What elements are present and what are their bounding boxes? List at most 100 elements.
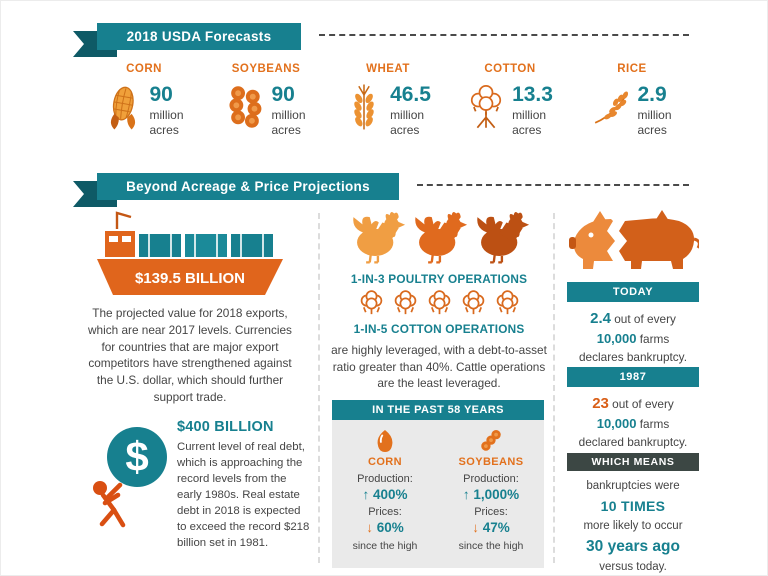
since-note: since the high xyxy=(458,540,524,552)
unit-million: million xyxy=(149,108,184,122)
column-divider xyxy=(318,213,320,563)
cargo-ship-icon: $139.5 BILLION xyxy=(97,211,283,295)
means-line3: versus today. xyxy=(599,561,667,574)
rice-icon xyxy=(592,82,630,132)
forecast-corn: CORN 90 million acres xyxy=(85,63,203,138)
dollar-sign: $ xyxy=(125,433,148,480)
leverage-description: are highly leveraged, with a debt-to-ass… xyxy=(331,343,547,391)
hen-icon xyxy=(472,209,530,265)
wheat-icon xyxy=(345,82,383,132)
today-rest1: out of every xyxy=(614,312,676,326)
means-highlight-30-years: 30 years ago xyxy=(586,538,680,556)
exports-amount: $139.5 BILLION xyxy=(135,270,245,287)
y1987-verb: declared bankruptcy. xyxy=(578,434,688,449)
which-means-stat: bankruptcies were 10 TIMES more likely t… xyxy=(557,478,709,575)
price-change: 47% xyxy=(482,520,510,535)
cotton-ratio-label: 1-IN-5 COTTON OPERATIONS xyxy=(353,322,525,336)
today-rest2: farms xyxy=(639,331,670,346)
cotton-icon xyxy=(467,82,505,132)
dashed-rule xyxy=(319,34,689,36)
unit-million: million xyxy=(390,108,425,122)
prices-label: Prices: xyxy=(368,506,402,518)
dashed-rule xyxy=(417,184,689,186)
soybeans-icon xyxy=(226,82,264,132)
broken-piggy-bank-icon xyxy=(569,210,699,269)
past58-header: IN THE PAST 58 YEARS xyxy=(332,400,544,420)
y1987-rest1: out of every xyxy=(612,397,674,411)
debt-description: Current level of real debt, which is app… xyxy=(177,441,310,549)
crop-acreage: 13.3 xyxy=(512,83,553,106)
crop-name: WHEAT xyxy=(366,63,410,75)
unit-acres: acres xyxy=(390,123,420,137)
means-highlight-10-times: 10 TIMES xyxy=(600,497,666,514)
past58-crop-name: SOYBEANS xyxy=(458,456,524,468)
since-note: since the high xyxy=(352,540,418,552)
hen-icon xyxy=(410,209,468,265)
cotton-boll-icon xyxy=(460,290,487,316)
crop-name: COTTON xyxy=(484,63,536,75)
crop-name: RICE xyxy=(617,63,647,75)
unit-million: million xyxy=(637,108,672,122)
crop-acreage: 46.5 xyxy=(390,83,431,106)
debt-amount: $400 BILLION xyxy=(177,419,274,435)
production-change: 1,000% xyxy=(473,487,520,502)
y1987-rate: 23 xyxy=(592,395,609,412)
unit-acres: acres xyxy=(149,123,179,137)
forecast-cotton: COTTON 13.3 million acres xyxy=(451,63,569,138)
poultry-ratio-label: 1-IN-3 POULTRY OPERATIONS xyxy=(350,272,528,286)
cotton-boll-icon xyxy=(358,290,385,316)
today-verb: declares bankruptcy. xyxy=(579,349,687,364)
crop-name: SOYBEANS xyxy=(231,63,301,75)
past58-corn-column: CORN Production: ↑ 400% Prices: ↓ 60% si… xyxy=(332,420,438,568)
past58-soybeans-column: SOYBEANS Production: ↑ 1,000% Prices: ↓ … xyxy=(438,420,544,568)
cotton-boll-icon xyxy=(494,290,521,316)
crop-acreage: 2.9 xyxy=(637,83,667,106)
forecast-row: CORN 90 million acres SOYBEANS 90 million… xyxy=(85,63,691,138)
hen-icon xyxy=(348,209,406,265)
exports-description: The projected value for 2018 exports, wh… xyxy=(88,306,292,404)
production-change: 400% xyxy=(372,487,408,502)
unit-acres: acres xyxy=(637,123,667,137)
today-stat: 2.4 out of every 10,000 farms declares b… xyxy=(557,308,709,366)
unit-million: million xyxy=(512,108,547,122)
cotton-bolls-row xyxy=(341,290,537,316)
down-arrow-icon: ↓ xyxy=(366,520,373,535)
unit-acres: acres xyxy=(271,123,301,137)
past58-crop-name: CORN xyxy=(368,456,402,468)
up-arrow-icon: ↑ xyxy=(462,487,470,502)
y1987-denominator: 10,000 xyxy=(596,415,637,431)
up-arrow-icon: ↑ xyxy=(362,487,370,502)
crop-acreage: 90 xyxy=(149,83,173,106)
y1987-rest2: farms xyxy=(639,416,670,431)
past58-panel: CORN Production: ↑ 400% Prices: ↓ 60% si… xyxy=(332,420,544,568)
crop-name: CORN xyxy=(126,63,162,75)
soybean-small-icon xyxy=(480,429,502,453)
crop-acreage: 90 xyxy=(271,83,295,106)
price-change: 60% xyxy=(376,520,404,535)
today-denominator: 10,000 xyxy=(596,330,637,346)
production-label: Production: xyxy=(357,473,413,485)
column-divider xyxy=(553,213,555,563)
debt-stat: $400 BILLION Current level of real debt,… xyxy=(177,419,311,552)
unit-million: million xyxy=(271,108,306,122)
hens-row xyxy=(341,209,537,265)
section-title-beyond: Beyond Acreage & Price Projections xyxy=(97,173,399,200)
today-header: TODAY xyxy=(567,282,699,302)
forecast-soybeans: SOYBEANS 90 million acres xyxy=(207,63,325,138)
down-arrow-icon: ↓ xyxy=(472,520,479,535)
corn-kernel-icon xyxy=(374,429,396,453)
which-means-header: WHICH MEANS xyxy=(567,453,699,471)
section-title-forecasts: 2018 USDA Forecasts xyxy=(97,23,301,50)
today-rate: 2.4 xyxy=(590,310,611,327)
cotton-boll-icon xyxy=(426,290,453,316)
cotton-boll-icon xyxy=(392,290,419,316)
forecast-wheat: WHEAT 46.5 million acres xyxy=(329,63,447,138)
means-line1: bankruptcies were xyxy=(586,480,680,492)
unit-acres: acres xyxy=(512,123,542,137)
forecast-rice: RICE 2.9 million acres xyxy=(573,63,691,138)
prices-label: Prices: xyxy=(474,506,508,518)
production-label: Production: xyxy=(463,473,519,485)
year-1987-header: 1987 xyxy=(567,367,699,387)
year-1987-stat: 23 out of every 10,000 farms declared ba… xyxy=(557,393,709,451)
